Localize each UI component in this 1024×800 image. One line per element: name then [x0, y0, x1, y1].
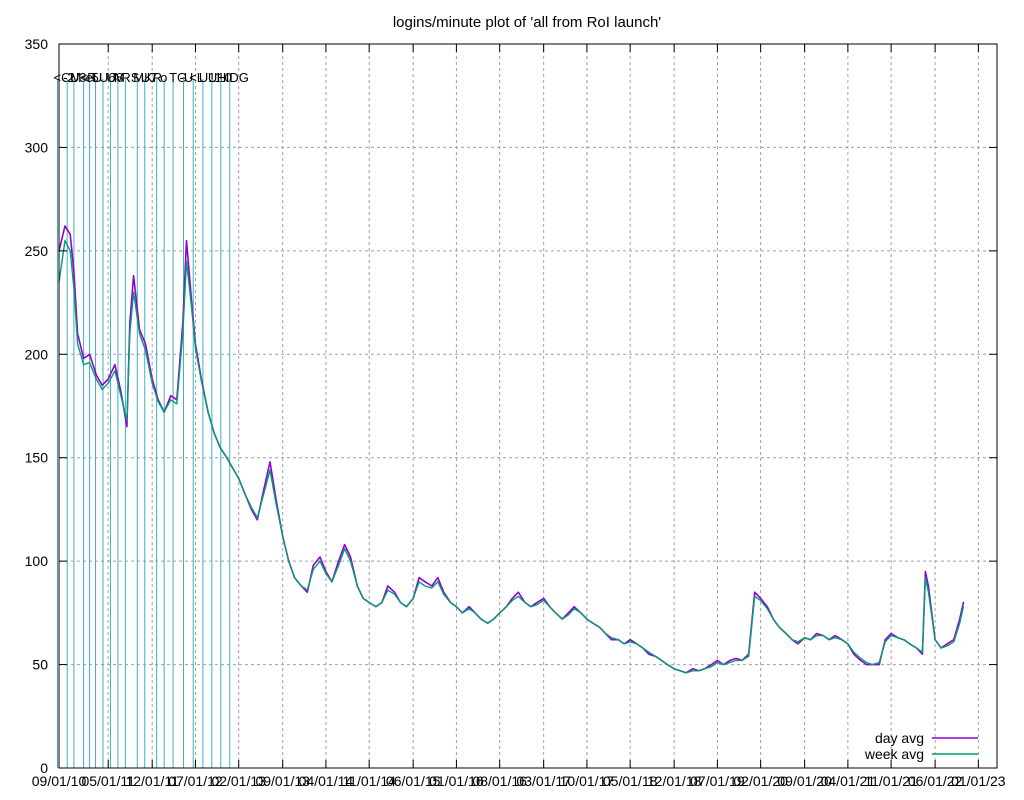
event-marker-label: eU — [86, 70, 103, 85]
x-tick-label: 04/01/14 — [299, 773, 354, 789]
event-marker-label: -2 — [63, 70, 75, 85]
x-tick-label: 02/01/13 — [211, 773, 266, 789]
x-tick-label: 11/01/14 — [342, 773, 396, 789]
plot-frame — [58, 43, 998, 769]
x-tick-label: 09/01/10 — [32, 773, 87, 789]
x-tick-label: 06/01/15 — [386, 773, 441, 789]
x-tick-label: 06/01/22 — [908, 773, 963, 789]
y-tick-label: 300 — [25, 139, 49, 155]
event-marker-label: U6 — [99, 70, 116, 85]
event-marker-label: RS — [121, 70, 139, 85]
series-layer — [58, 225, 965, 674]
event-marker-label: H — [217, 70, 226, 85]
y-tick-label: 250 — [25, 243, 49, 259]
event-marker-label: 5 — [92, 70, 99, 85]
x-tick-label: 01/01/16 — [429, 773, 484, 789]
series-line-day-avg — [58, 225, 965, 674]
x-tick-label: 09/01/20 — [777, 773, 832, 789]
axes-layer — [58, 43, 998, 769]
x-tick-label: 11/01/21 — [864, 773, 918, 789]
event-marker-label: <R — [80, 70, 97, 85]
x-tick-label: 07/01/19 — [690, 773, 745, 789]
x-tick-label: 12/01/18 — [647, 773, 702, 789]
event-marker-label: MK — [133, 70, 153, 85]
x-tick-label: 01/01/23 — [951, 773, 1006, 789]
event-marker-label: -U — [180, 70, 194, 85]
x-tick-label: 10/01/17 — [560, 773, 615, 789]
event-marker-label: U3 — [70, 70, 87, 85]
x-tick-label: 12/01/11 — [125, 773, 179, 789]
event-marker-label: U8 — [106, 70, 123, 85]
legend-label: day avg — [875, 730, 924, 746]
event-marker-label: IDG — [226, 70, 249, 85]
event-marker-label: U7 — [141, 70, 158, 85]
event-marker-label: M — [114, 70, 125, 85]
x-tick-label: 05/01/11 — [81, 773, 135, 789]
x-tick-label: 02/01/20 — [733, 773, 788, 789]
y-tick-label: 50 — [32, 657, 48, 673]
y-tick-label: 200 — [25, 346, 49, 362]
event-marker-label: R — [153, 70, 162, 85]
x-tick-label: 05/01/18 — [603, 773, 658, 789]
x-tick-label: 09/01/13 — [255, 773, 310, 789]
x-tick-label: 07/01/12 — [168, 773, 223, 789]
tick-labels: 05010015020025030035009/01/1005/01/1112/… — [25, 36, 1006, 789]
y-tick-label: 350 — [25, 36, 49, 52]
x-tick-label: 03/01/17 — [516, 773, 571, 789]
y-tick-label: 150 — [25, 450, 49, 466]
event-marker-label: U11 — [199, 70, 222, 85]
y-tick-label: 0 — [40, 760, 48, 776]
series-line-week-avg — [58, 239, 965, 674]
x-tick-label: 08/01/16 — [472, 773, 527, 789]
x-tick-label: 04/01/21 — [821, 773, 876, 789]
event-marker-label: o — [160, 70, 167, 85]
event-marker-label: TG — [169, 70, 187, 85]
chart-title: logins/minute plot of 'all from RoI laun… — [393, 14, 661, 31]
y-tick-label: 100 — [25, 553, 49, 569]
event-marker-label: <L — [189, 70, 204, 85]
event-marker-label: U10 — [208, 70, 232, 85]
legend-label: week avg — [864, 746, 924, 762]
grid-layer — [59, 44, 997, 768]
